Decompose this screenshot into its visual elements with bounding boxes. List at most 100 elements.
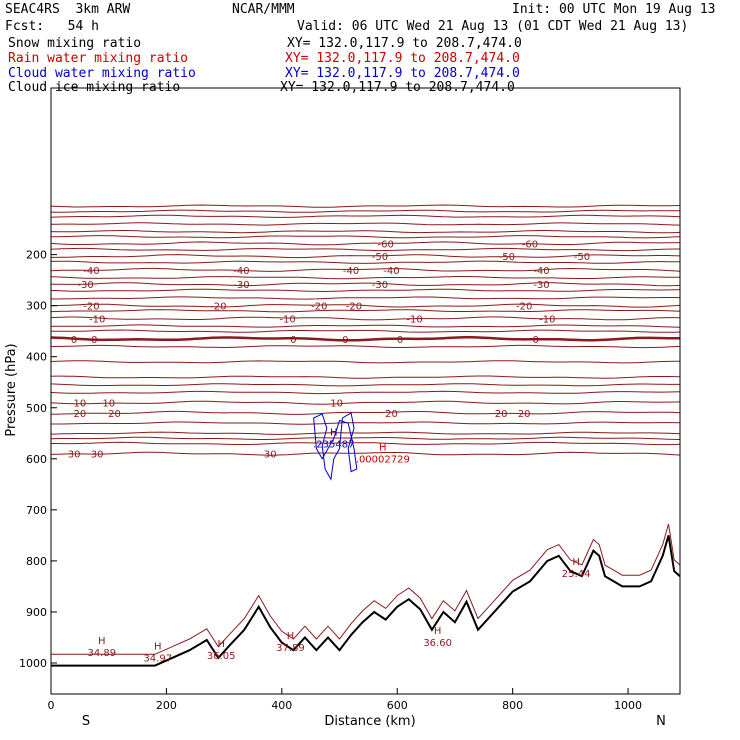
isotherm-line	[50, 360, 680, 364]
isotherm-line	[50, 260, 681, 264]
isotherm-line	[51, 282, 681, 287]
isotherm-label: -20	[516, 302, 532, 313]
isotherm-label: 10	[330, 399, 343, 410]
field-cloudwater-name: Cloud water mixing ratio	[8, 66, 196, 81]
y-tick-label: 400	[26, 351, 47, 364]
field-rain-xy: XY= 132.0,117.9 to 208.7,474.0	[285, 51, 520, 66]
high-value: 34.89	[87, 648, 116, 659]
cloud-high-marker: H	[330, 427, 338, 438]
x-start-label: S	[82, 714, 90, 729]
isotherm-label: -50	[574, 252, 590, 263]
isotherm-label: 30	[68, 450, 81, 461]
field-snow-name: Snow mixing ratio	[8, 36, 142, 51]
cloud-high-marker: H	[379, 443, 387, 454]
x-tick-label: 200	[156, 699, 177, 712]
isotherm-label: -30	[233, 280, 249, 291]
isotherm-label: 0	[290, 335, 296, 346]
isotherm-labels: -60 -60-50 -50 -50-40 -40 -40 -40 -40-30 -30 -30-…	[68, 239, 590, 460]
isotherm-label: -10	[279, 314, 295, 325]
x-tick-label: 0	[48, 699, 55, 712]
isotherm-label: -40	[383, 266, 399, 277]
isotherm-label: 0	[397, 335, 403, 346]
y-tick-label: 700	[26, 504, 47, 517]
isotherm-label: 30	[264, 450, 277, 461]
isotherm-label: -40	[233, 266, 249, 277]
x-tick-label: 400	[271, 699, 292, 712]
cloud-high-value: .00002729	[356, 455, 410, 466]
isotherm-line	[51, 421, 681, 425]
isotherm-line	[50, 230, 681, 234]
x-end-label: N	[656, 714, 666, 729]
header-fcst: Fcst: 54 h	[5, 19, 99, 34]
isotherm-line	[50, 324, 681, 328]
isotherm-label: -30	[372, 280, 388, 291]
isotherm-line	[50, 209, 681, 213]
isotherm-label: 10	[73, 399, 86, 410]
isotherm-line	[50, 390, 681, 395]
terrain-line	[51, 535, 681, 667]
isotherm-line	[50, 276, 680, 280]
isotherm-label: -40	[83, 266, 99, 277]
isotherm-line	[50, 222, 681, 226]
isotherm-line	[50, 431, 681, 435]
isotherm-line	[50, 247, 680, 252]
isotherm-line	[51, 235, 681, 239]
isotherm-label: -30	[77, 280, 93, 291]
high-value: 36.60	[423, 638, 452, 649]
isotherm-label: -10	[539, 314, 555, 325]
isotherm-line	[50, 436, 681, 440]
isotherm-label: 20	[495, 409, 508, 420]
field-cloudwater-xy: XY= 132.0,117.9 to 208.7,474.0	[285, 66, 520, 81]
isotherm-label: 10	[102, 399, 115, 410]
y-tick-label: 900	[26, 606, 47, 619]
isotherm-label: -20	[346, 302, 362, 313]
y-axis-label: Pressure (hPa)	[4, 343, 19, 436]
isotherm-line	[50, 309, 681, 313]
near-surface-isotherm	[51, 523, 681, 655]
isotherm-line	[50, 316, 681, 321]
isotherm-label: 20	[518, 409, 531, 420]
plot-frame	[50, 87, 681, 695]
y-tick-label: 800	[26, 555, 47, 568]
isotherm-line	[50, 451, 681, 456]
isotherm-line	[50, 344, 681, 349]
isotherm-label: 20	[73, 409, 86, 420]
isotherm-contours	[50, 204, 681, 456]
high-value: 34.97	[143, 653, 172, 664]
high-marker: H	[98, 636, 106, 647]
isotherm-label: -10	[89, 314, 105, 325]
x-tick-label: 1000	[614, 699, 642, 712]
isotherm-label: 20	[108, 409, 121, 420]
isotherm-label: -60	[378, 239, 394, 250]
isotherm-label: -50	[499, 252, 515, 263]
isotherm-line	[50, 267, 681, 272]
header-org: NCAR/MMM	[232, 2, 295, 17]
isotherm-line	[50, 241, 681, 246]
high-marker: H	[154, 641, 162, 652]
isotherm-label: 0	[71, 335, 77, 346]
high-value: 25.44	[562, 569, 591, 580]
x-tick-label: 600	[387, 699, 408, 712]
field-rain-name: Rain water mixing ratio	[8, 51, 189, 66]
isotherm-line	[50, 400, 681, 405]
header-init: Init: 00 UTC Mon 19 Aug 13	[512, 2, 716, 17]
high-value: 36.05	[207, 651, 236, 662]
isotherm-label: -50	[372, 252, 388, 263]
terrain	[51, 523, 681, 667]
x-axis-label: Distance (km)	[324, 714, 415, 729]
isotherm-line	[51, 441, 681, 446]
header-model: SEAC4RS 3km ARW	[5, 2, 131, 17]
isotherm-label: 0	[533, 335, 539, 346]
y-tick-label: 500	[26, 402, 47, 415]
isotherm-label: -40	[343, 266, 359, 277]
isotherm-label: -20	[83, 302, 99, 313]
isotherm-line	[51, 329, 681, 333]
isotherm-label: -60	[522, 239, 538, 250]
isotherm-line	[50, 288, 681, 293]
field-snow-xy: XY= 132.0,117.9 to 208.7,474.0	[287, 36, 522, 51]
high-value: 37.89	[276, 643, 305, 654]
isotherm-line	[50, 375, 681, 379]
